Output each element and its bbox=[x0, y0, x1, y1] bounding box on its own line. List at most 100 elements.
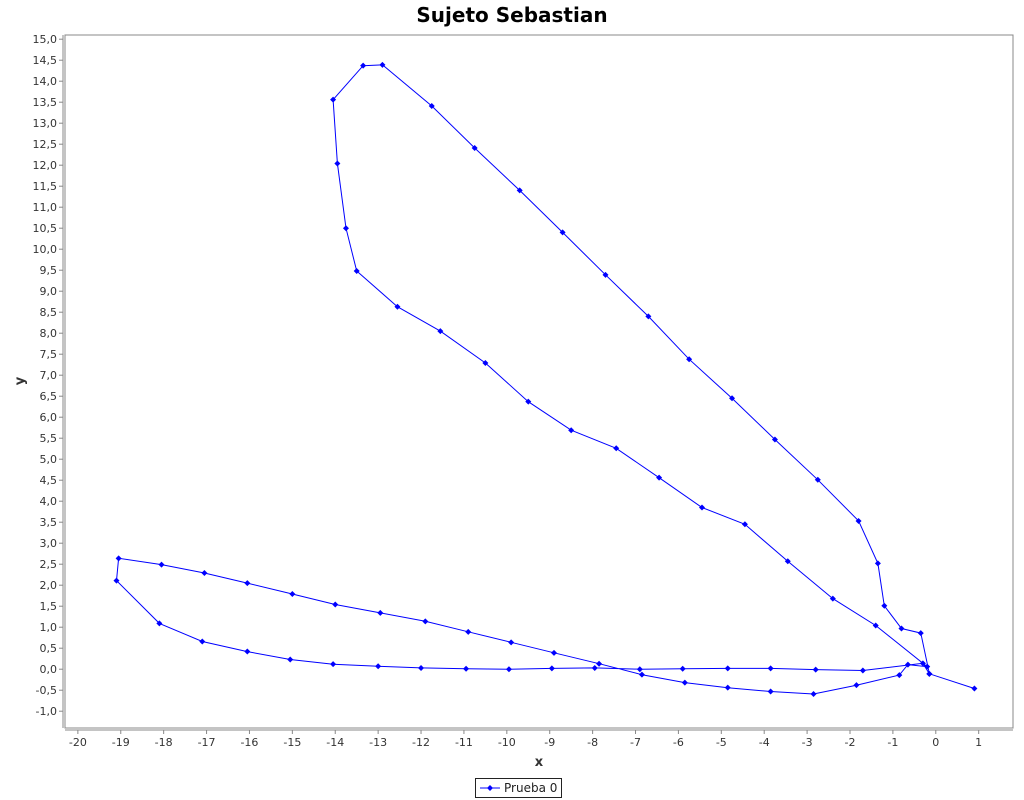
x-axis: -20 -19 -18 -17 -16 -15 -14 -13 -12 -11 -10 -9 -8 -7-… bbox=[65, 729, 1013, 749]
x-tick-label: 0 bbox=[932, 736, 939, 749]
data-point bbox=[330, 96, 337, 103]
data-point bbox=[465, 628, 472, 635]
data-point bbox=[855, 517, 862, 524]
data-point bbox=[596, 660, 603, 667]
x-tick-label: -12 bbox=[412, 736, 430, 749]
data-point bbox=[926, 670, 933, 677]
data-point bbox=[829, 595, 836, 602]
y-tick-label: -1,0 bbox=[36, 705, 57, 718]
data-point bbox=[113, 577, 120, 584]
data-point bbox=[656, 474, 663, 481]
data-point bbox=[904, 661, 911, 668]
y-tick-label: 11,5 bbox=[33, 180, 58, 193]
data-point bbox=[428, 102, 435, 109]
data-point bbox=[729, 395, 736, 402]
data-point bbox=[613, 445, 620, 452]
data-point bbox=[679, 665, 686, 672]
data-point bbox=[377, 609, 384, 616]
y-tick-label: 5,0 bbox=[40, 453, 58, 466]
data-point bbox=[859, 667, 866, 674]
data-point bbox=[568, 427, 575, 434]
plot-area-border bbox=[64, 34, 1014, 729]
x-tick-label: -2 bbox=[845, 736, 856, 749]
y-tick-label: 8,0 bbox=[40, 327, 58, 340]
data-point bbox=[525, 398, 532, 405]
data-point bbox=[244, 580, 251, 587]
x-tick-label: -10 bbox=[498, 736, 516, 749]
data-point bbox=[330, 661, 337, 668]
y-tick-label: 8,5 bbox=[40, 306, 58, 319]
data-point bbox=[591, 664, 598, 671]
y-tick-label: 6,0 bbox=[40, 411, 58, 424]
data-point bbox=[898, 625, 905, 632]
data-point bbox=[724, 684, 731, 691]
y-tick-label: 6,5 bbox=[40, 390, 58, 403]
y-tick-label: 1,5 bbox=[40, 600, 58, 613]
data-point bbox=[699, 504, 706, 511]
y-tick-label: 11,0 bbox=[33, 201, 58, 214]
data-point bbox=[771, 436, 778, 443]
data-point bbox=[896, 672, 903, 679]
data-point bbox=[422, 618, 429, 625]
data-point bbox=[375, 663, 382, 670]
data-point bbox=[471, 144, 478, 151]
data-point bbox=[353, 268, 360, 275]
y-tick-label: 0,0 bbox=[40, 663, 58, 676]
data-point bbox=[741, 521, 748, 528]
data-point bbox=[332, 601, 339, 608]
y-tick-label: -0,5 bbox=[36, 684, 57, 697]
data-point bbox=[784, 558, 791, 565]
y-tick-label: 15,0 bbox=[33, 33, 58, 46]
y-tick-label: 14,5 bbox=[33, 54, 58, 67]
series-line bbox=[115, 64, 975, 695]
data-point bbox=[602, 271, 609, 278]
legend-label: Prueba 0 bbox=[504, 781, 558, 795]
data-point bbox=[379, 61, 386, 68]
y-tick-label: 7,0 bbox=[40, 369, 58, 382]
data-point bbox=[287, 656, 294, 663]
data-point bbox=[289, 591, 296, 598]
x-tick-label: -9 bbox=[544, 736, 555, 749]
data-point bbox=[115, 555, 122, 562]
data-point bbox=[638, 671, 645, 678]
data-point bbox=[881, 602, 888, 609]
data-point bbox=[814, 476, 821, 483]
chart-title: Sujeto Sebastian bbox=[416, 3, 608, 27]
y-tick-label: 2,5 bbox=[40, 558, 58, 571]
data-point bbox=[810, 690, 817, 697]
x-tick-label: -18 bbox=[155, 736, 173, 749]
y-tick-label: 5,5 bbox=[40, 432, 58, 445]
y-tick-label: 13,5 bbox=[33, 96, 58, 109]
data-point bbox=[508, 639, 515, 646]
data-point bbox=[156, 620, 163, 627]
data-point bbox=[872, 622, 879, 629]
data-point bbox=[463, 665, 470, 672]
y-tick-label: 9,5 bbox=[40, 264, 58, 277]
data-point bbox=[767, 688, 774, 695]
y-tick-label: 2,0 bbox=[40, 579, 58, 592]
data-point bbox=[418, 664, 425, 671]
data-point bbox=[551, 649, 558, 656]
data-point bbox=[201, 570, 208, 577]
y-axis: -1,0 -0,5 0,0 0,5 1,0 1,5 2,0 2,5 3,0 3,5 4,0 4,5 5,… bbox=[33, 33, 64, 728]
data-point bbox=[636, 666, 643, 673]
data-point bbox=[686, 356, 693, 363]
y-tick-label: 4,0 bbox=[40, 495, 58, 508]
chart-svg: -20 -19 -18 -17 -16 -15 -14 -13 -12 -11 -10 -9 -8 -7-… bbox=[13, 33, 1014, 770]
y-tick-label: 10,0 bbox=[33, 243, 58, 256]
x-tick-label: -8 bbox=[587, 736, 598, 749]
x-tick-label: -14 bbox=[326, 736, 344, 749]
y-tick-label: 9,0 bbox=[40, 285, 58, 298]
x-tick-label: -5 bbox=[716, 736, 727, 749]
data-point bbox=[917, 630, 924, 637]
data-point bbox=[437, 328, 444, 335]
data-point bbox=[199, 638, 206, 645]
data-point bbox=[334, 160, 341, 167]
y-axis-title: y bbox=[13, 376, 28, 385]
legend[interactable]: Prueba 0 bbox=[475, 778, 563, 798]
y-tick-label: 12,5 bbox=[33, 138, 58, 151]
x-tick-label: -3 bbox=[802, 736, 813, 749]
legend-marker-icon bbox=[480, 785, 500, 791]
x-tick-label: -15 bbox=[283, 736, 301, 749]
data-point bbox=[158, 561, 165, 568]
